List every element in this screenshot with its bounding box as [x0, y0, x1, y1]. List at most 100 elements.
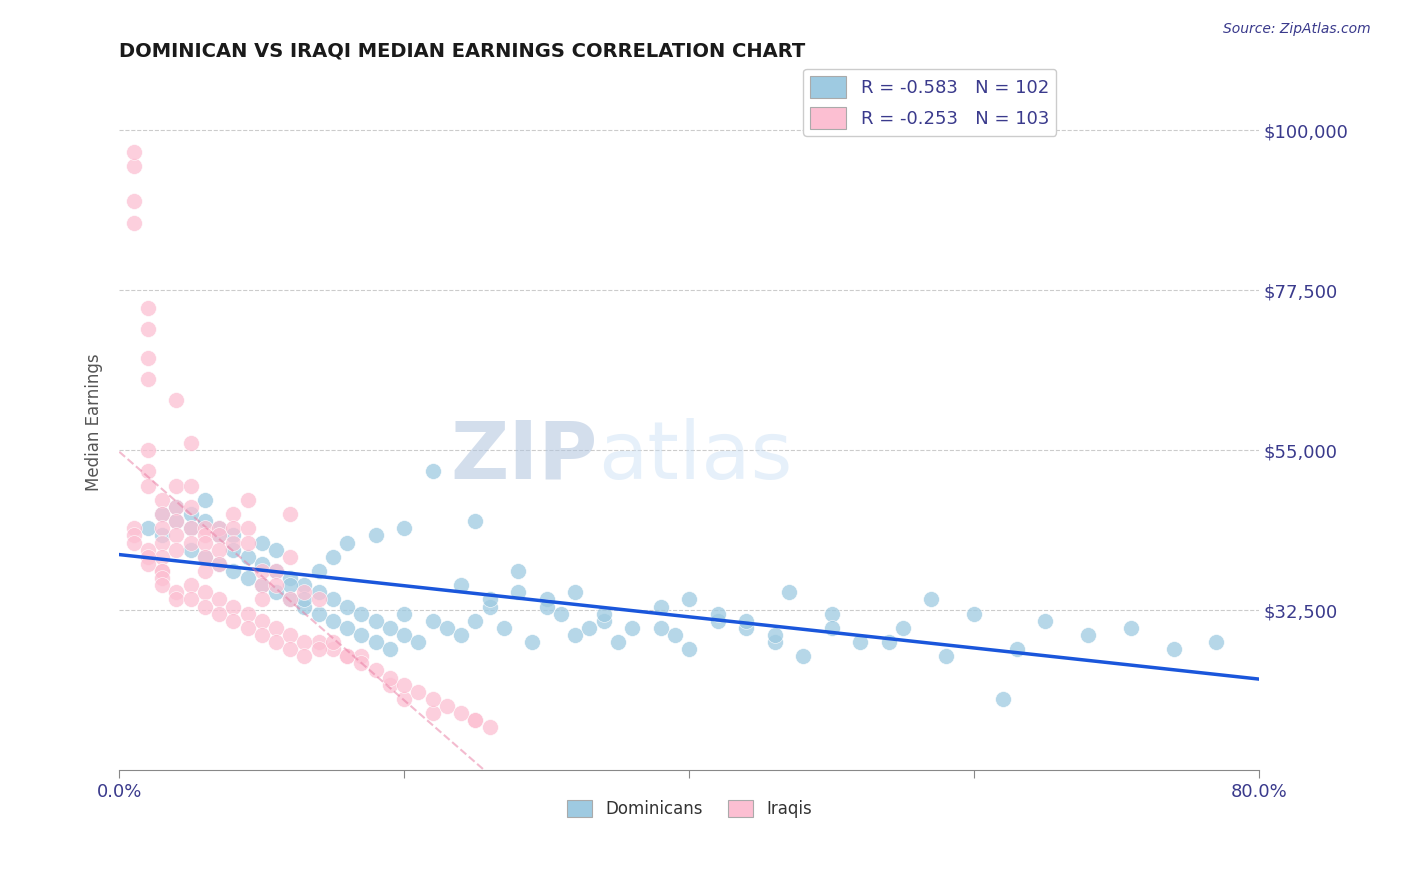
- Point: [179, 542, 201, 557]
- Point: [536, 592, 558, 607]
- Point: [150, 571, 173, 585]
- Point: [222, 564, 245, 578]
- Point: [1205, 635, 1227, 649]
- Point: [208, 557, 231, 571]
- Point: [278, 507, 301, 521]
- Point: [436, 621, 458, 635]
- Point: [278, 642, 301, 657]
- Point: [150, 507, 173, 521]
- Point: [194, 549, 217, 564]
- Point: [849, 635, 872, 649]
- Point: [264, 542, 287, 557]
- Point: [194, 549, 217, 564]
- Point: [136, 372, 159, 386]
- Point: [179, 535, 201, 549]
- Point: [763, 628, 786, 642]
- Point: [350, 649, 373, 664]
- Point: [778, 585, 800, 599]
- Point: [336, 599, 359, 614]
- Point: [422, 692, 444, 706]
- Point: [208, 542, 231, 557]
- Point: [478, 599, 501, 614]
- Point: [877, 635, 900, 649]
- Point: [1163, 642, 1185, 657]
- Point: [222, 521, 245, 535]
- Legend: Dominicans, Iraqis: Dominicans, Iraqis: [560, 793, 818, 824]
- Point: [991, 692, 1014, 706]
- Point: [194, 514, 217, 528]
- Point: [1035, 614, 1057, 628]
- Point: [650, 599, 672, 614]
- Point: [394, 628, 416, 642]
- Point: [136, 301, 159, 315]
- Point: [364, 528, 387, 542]
- Point: [464, 713, 486, 727]
- Point: [592, 607, 614, 621]
- Point: [122, 535, 145, 549]
- Point: [122, 145, 145, 159]
- Point: [136, 542, 159, 557]
- Point: [450, 628, 472, 642]
- Point: [308, 564, 330, 578]
- Point: [336, 535, 359, 549]
- Point: [478, 592, 501, 607]
- Point: [150, 564, 173, 578]
- Point: [450, 578, 472, 592]
- Point: [492, 621, 515, 635]
- Point: [294, 635, 316, 649]
- Point: [336, 649, 359, 664]
- Point: [664, 628, 686, 642]
- Point: [308, 635, 330, 649]
- Point: [278, 549, 301, 564]
- Y-axis label: Median Earnings: Median Earnings: [86, 353, 103, 491]
- Text: atlas: atlas: [598, 417, 793, 496]
- Point: [165, 500, 187, 514]
- Point: [536, 599, 558, 614]
- Point: [194, 492, 217, 507]
- Point: [278, 578, 301, 592]
- Point: [236, 621, 259, 635]
- Point: [364, 664, 387, 678]
- Point: [150, 492, 173, 507]
- Point: [364, 635, 387, 649]
- Point: [136, 478, 159, 492]
- Point: [336, 649, 359, 664]
- Point: [935, 649, 957, 664]
- Point: [706, 607, 728, 621]
- Point: [394, 692, 416, 706]
- Point: [378, 678, 401, 692]
- Point: [179, 521, 201, 535]
- Point: [122, 521, 145, 535]
- Point: [378, 621, 401, 635]
- Point: [264, 578, 287, 592]
- Point: [165, 542, 187, 557]
- Point: [564, 628, 586, 642]
- Point: [592, 614, 614, 628]
- Point: [236, 535, 259, 549]
- Point: [222, 535, 245, 549]
- Point: [1119, 621, 1142, 635]
- Point: [165, 585, 187, 599]
- Point: [165, 514, 187, 528]
- Point: [550, 607, 572, 621]
- Point: [179, 521, 201, 535]
- Point: [821, 607, 844, 621]
- Point: [464, 614, 486, 628]
- Point: [165, 478, 187, 492]
- Point: [179, 500, 201, 514]
- Point: [150, 528, 173, 542]
- Point: [294, 592, 316, 607]
- Point: [250, 578, 273, 592]
- Point: [264, 585, 287, 599]
- Point: [136, 549, 159, 564]
- Point: [294, 599, 316, 614]
- Point: [136, 557, 159, 571]
- Point: [678, 642, 700, 657]
- Point: [394, 521, 416, 535]
- Point: [450, 706, 472, 720]
- Point: [250, 578, 273, 592]
- Point: [236, 492, 259, 507]
- Point: [250, 557, 273, 571]
- Point: [122, 528, 145, 542]
- Point: [208, 607, 231, 621]
